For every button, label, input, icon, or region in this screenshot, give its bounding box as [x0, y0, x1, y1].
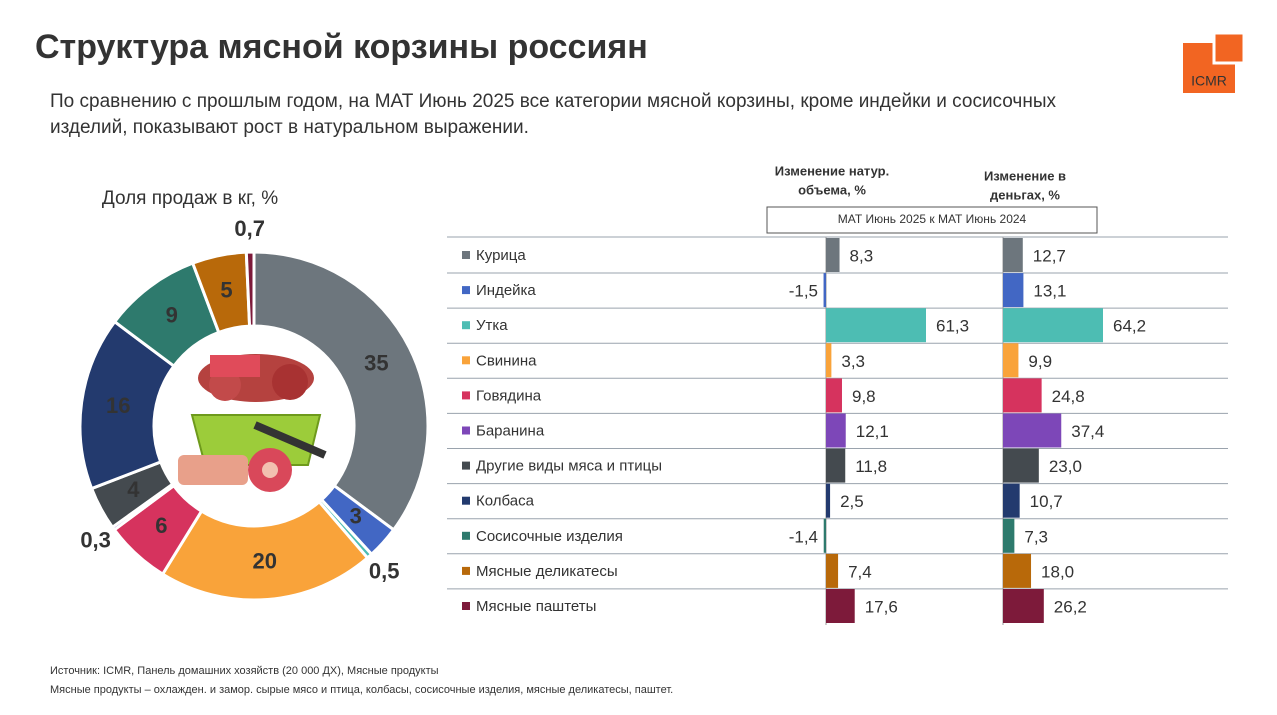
bar	[826, 589, 855, 623]
bar	[1003, 273, 1024, 308]
legend-swatch	[462, 356, 470, 365]
pie-title: Доля продаж в кг, %	[102, 188, 278, 209]
bar	[1003, 483, 1020, 518]
bar	[1003, 448, 1039, 483]
bar	[1003, 413, 1062, 448]
title: Структура мясной корзины россиян	[35, 28, 648, 66]
logo: ICMR	[1183, 31, 1246, 93]
bar	[1003, 553, 1032, 588]
category-label: Говядина	[476, 387, 542, 404]
bar-label: 17,6	[865, 597, 898, 616]
legend-swatch	[462, 286, 470, 295]
bar-label: 12,1	[856, 422, 889, 441]
bar-label: 37,4	[1071, 422, 1104, 441]
bar-label: 7,4	[848, 562, 872, 581]
bar	[1003, 518, 1015, 553]
category-label: Сосисочные изделия	[476, 528, 623, 545]
bar-label: 18,0	[1041, 562, 1074, 581]
category-label: Курица	[476, 247, 526, 264]
column-header: Изменение натур.	[775, 163, 889, 178]
bar-label: -1,4	[789, 527, 818, 546]
slice-label: 0,7	[234, 216, 265, 241]
legend-swatch	[462, 426, 470, 435]
slice-label: 4	[127, 477, 140, 502]
donut	[78, 250, 430, 602]
category-label: Индейка	[476, 282, 536, 299]
slice-label: 0,5	[369, 558, 400, 583]
bar-label: 23,0	[1049, 457, 1082, 476]
slice-label: 6	[155, 513, 167, 538]
bar-label: -1,5	[789, 282, 818, 301]
slice-label: 0,3	[80, 527, 111, 552]
category-label: Другие виды мяса и птицы	[476, 458, 662, 475]
bar-label: 24,8	[1052, 387, 1085, 406]
period-label: МАТ Июнь 2025 к МАТ Июнь 2024	[838, 212, 1027, 226]
category-label: Мясные паштеты	[476, 598, 596, 615]
bar	[826, 238, 840, 272]
legend-swatch	[462, 461, 470, 470]
bar-label: 64,2	[1113, 317, 1146, 336]
bar	[826, 308, 926, 343]
column-header: Изменение в	[984, 168, 1066, 183]
bar	[826, 343, 832, 378]
legend-swatch	[462, 321, 470, 330]
slice-label: 5	[220, 278, 232, 303]
bar-label: 7,3	[1024, 527, 1048, 546]
logo-box	[1212, 31, 1246, 65]
bar-label: 26,2	[1054, 597, 1087, 616]
legend-swatch	[462, 496, 470, 505]
bar	[826, 448, 846, 483]
bar	[1003, 308, 1103, 343]
legend-swatch	[462, 566, 470, 575]
legend-swatch	[462, 391, 470, 400]
slice-label: 35	[364, 350, 388, 375]
category-label: Баранина	[476, 422, 545, 439]
bar-label: 13,1	[1033, 282, 1066, 301]
bar-label: 12,7	[1033, 246, 1066, 265]
bar	[1003, 589, 1044, 623]
basket-icon	[178, 354, 327, 492]
bar	[823, 273, 826, 308]
slice-label: 3	[350, 504, 362, 529]
column-header: деньгах, %	[990, 187, 1060, 202]
column-header: объема, %	[798, 182, 866, 197]
footnote: Источник: ICMR, Панель домашних хозяйств…	[50, 665, 439, 677]
bar	[826, 483, 831, 518]
donut-slice	[244, 250, 256, 328]
category-label: Мясные деликатесы	[476, 563, 618, 580]
category-label: Свинина	[476, 352, 537, 369]
bar-label: 2,5	[840, 492, 864, 511]
subtitle: изделий, показывают рост в натуральном в…	[50, 117, 529, 138]
donut-slice	[252, 250, 430, 532]
legend-swatch	[462, 602, 470, 610]
bar	[1003, 238, 1023, 272]
legend-swatch	[462, 531, 470, 540]
bar	[823, 518, 826, 553]
bar	[1003, 343, 1019, 378]
bar-label: 8,3	[850, 246, 874, 265]
category-label: Утка	[476, 317, 508, 334]
legend-swatch	[462, 251, 470, 259]
bar-label: 10,7	[1030, 492, 1063, 511]
bar	[1003, 378, 1042, 413]
bar-label: 9,9	[1028, 352, 1052, 371]
slice-label: 9	[166, 302, 178, 327]
bar	[826, 378, 842, 413]
category-label: Колбаса	[476, 493, 535, 510]
bar-label: 9,8	[852, 387, 876, 406]
period-box	[766, 206, 1098, 234]
bar-label: 3,3	[841, 352, 865, 371]
bar	[826, 413, 846, 448]
bar	[826, 553, 839, 588]
logo-text: ICMR	[1191, 73, 1227, 89]
footnote: Мясные продукты – охлажден. и замор. сыр…	[50, 684, 673, 696]
subtitle: По сравнению с прошлым годом, на МАТ Июн…	[50, 91, 1056, 112]
slice-label: 20	[253, 548, 277, 573]
slice-label: 16	[106, 393, 130, 418]
bar-label: 11,8	[855, 457, 887, 476]
bar-label: 61,3	[936, 317, 969, 336]
